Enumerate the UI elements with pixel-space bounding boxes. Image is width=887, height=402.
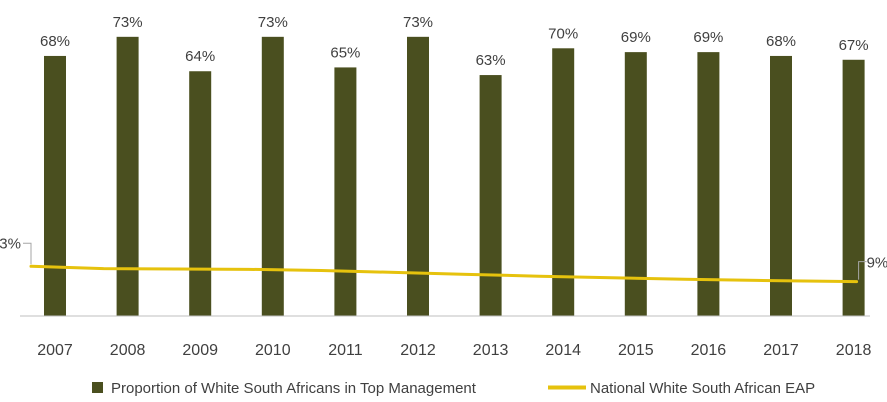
line-label-2018: 9%: [867, 255, 887, 272]
bar-2011: [334, 67, 356, 316]
legend-swatch-bar: [92, 382, 103, 393]
line-label-2007: 13%: [0, 235, 21, 252]
line-label-leader-first: [23, 243, 31, 264]
bar-label-2011: 65%: [330, 44, 360, 61]
x-tick-2009: 2009: [182, 342, 218, 359]
bars-layer: 68% 73% 64% 73% 65% 73% 63% 70% 69% 69% 68% 67%: [40, 14, 869, 316]
bar-label-2014: 70%: [548, 25, 578, 42]
bar-label-2012: 73%: [403, 14, 433, 31]
x-tick-2012: 2012: [400, 342, 436, 359]
legend-label-line: National White South African EAP: [590, 380, 815, 397]
bar-2018: [843, 60, 865, 316]
bar-2008: [117, 37, 139, 316]
bar-2009: [189, 71, 211, 316]
axis-layer: 2007 2008 2009 2010 2011 2012 2013 2014 2015 2016…: [20, 316, 871, 359]
x-tick-2017: 2017: [763, 342, 799, 359]
x-tick-2013: 2013: [473, 342, 509, 359]
legend: Proportion of White South Africans in To…: [92, 380, 815, 397]
bar-2016: [697, 52, 719, 316]
bar-2007: [44, 56, 66, 316]
bar-label-2013: 63%: [476, 52, 506, 69]
bar-label-2007: 68%: [40, 33, 70, 50]
x-tick-2015: 2015: [618, 342, 654, 359]
x-tick-2010: 2010: [255, 342, 291, 359]
x-tick-2014: 2014: [545, 342, 581, 359]
bar-label-2017: 68%: [766, 33, 796, 50]
x-tick-2011: 2011: [328, 342, 363, 359]
line-series: [31, 266, 857, 281]
bar-label-2015: 69%: [621, 29, 651, 46]
x-tick-2008: 2008: [110, 342, 146, 359]
bar-2013: [480, 75, 502, 316]
bar-label-2016: 69%: [693, 29, 723, 46]
bar-label-2008: 73%: [113, 14, 143, 31]
bar-2017: [770, 56, 792, 316]
bar-label-2018: 67%: [839, 37, 869, 54]
bar-label-2010: 73%: [258, 14, 288, 31]
bar-label-2009: 64%: [185, 48, 215, 65]
bar-2015: [625, 52, 647, 316]
x-tick-2018: 2018: [836, 342, 872, 359]
x-tick-2007: 2007: [37, 342, 73, 359]
x-tick-2016: 2016: [691, 342, 727, 359]
bar-2010: [262, 37, 284, 316]
legend-label-bar: Proportion of White South Africans in To…: [111, 380, 477, 397]
